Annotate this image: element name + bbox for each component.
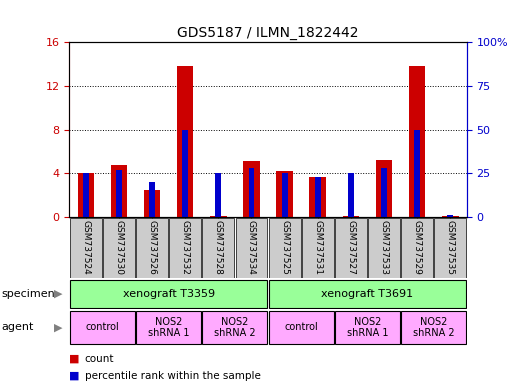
Text: GSM737532: GSM737532 (181, 220, 190, 275)
Bar (70, 218, 102, 278)
Text: ▶: ▶ (54, 289, 63, 299)
Bar (243, 161, 260, 217)
Text: control: control (86, 322, 119, 333)
Bar (149, 182, 155, 217)
Bar (144, 190, 161, 217)
Bar (103, 218, 135, 278)
Bar (269, 218, 301, 278)
Text: ■: ■ (69, 371, 80, 381)
Bar (309, 177, 326, 217)
Bar (335, 311, 400, 344)
Bar (269, 280, 466, 308)
Bar (235, 218, 267, 278)
Bar (414, 130, 420, 217)
Bar (203, 218, 234, 278)
Bar (315, 177, 321, 217)
Text: NOS2
shRNA 2: NOS2 shRNA 2 (214, 316, 255, 338)
Text: agent: agent (2, 322, 34, 333)
Text: ■: ■ (69, 354, 80, 364)
Bar (302, 218, 333, 278)
Bar (77, 173, 94, 217)
Text: count: count (85, 354, 114, 364)
Text: specimen: specimen (2, 289, 55, 299)
Bar (83, 173, 89, 217)
Text: GSM737527: GSM737527 (346, 220, 356, 275)
Bar (335, 218, 367, 278)
Text: GSM737524: GSM737524 (82, 220, 90, 275)
Bar (111, 165, 127, 217)
Text: GSM737525: GSM737525 (280, 220, 289, 275)
Text: NOS2
shRNA 1: NOS2 shRNA 1 (148, 316, 189, 338)
Text: NOS2
shRNA 1: NOS2 shRNA 1 (347, 316, 388, 338)
Text: GSM737534: GSM737534 (247, 220, 256, 275)
Text: control: control (284, 322, 318, 333)
Text: GSM737526: GSM737526 (148, 220, 156, 275)
Bar (249, 168, 254, 217)
Bar (169, 218, 201, 278)
Text: GSM737530: GSM737530 (114, 220, 124, 275)
Bar (368, 218, 400, 278)
Bar (401, 311, 466, 344)
Bar (277, 171, 293, 217)
Text: GSM737535: GSM737535 (446, 220, 455, 275)
Bar (381, 168, 387, 217)
Bar (447, 215, 453, 217)
Text: GSM737531: GSM737531 (313, 220, 322, 275)
Text: NOS2
shRNA 2: NOS2 shRNA 2 (413, 316, 455, 338)
Bar (177, 66, 193, 217)
Text: xenograft T3691: xenograft T3691 (321, 289, 413, 299)
Bar (409, 66, 425, 217)
Bar (348, 173, 354, 217)
Bar (215, 173, 221, 217)
Bar (269, 311, 333, 344)
Bar (203, 311, 267, 344)
Text: xenograft T3359: xenograft T3359 (123, 289, 215, 299)
Bar (376, 160, 392, 217)
Bar (136, 311, 201, 344)
Text: ▶: ▶ (54, 322, 63, 333)
Bar (401, 218, 433, 278)
Bar (116, 170, 122, 217)
Text: percentile rank within the sample: percentile rank within the sample (85, 371, 261, 381)
Text: GSM737533: GSM737533 (380, 220, 388, 275)
Bar (282, 173, 287, 217)
Text: GSM737529: GSM737529 (412, 220, 422, 275)
Bar (70, 311, 135, 344)
Bar (182, 130, 188, 217)
Text: GSM737528: GSM737528 (214, 220, 223, 275)
Bar (136, 218, 168, 278)
Bar (70, 280, 267, 308)
Bar (435, 218, 466, 278)
Title: GDS5187 / ILMN_1822442: GDS5187 / ILMN_1822442 (177, 26, 359, 40)
